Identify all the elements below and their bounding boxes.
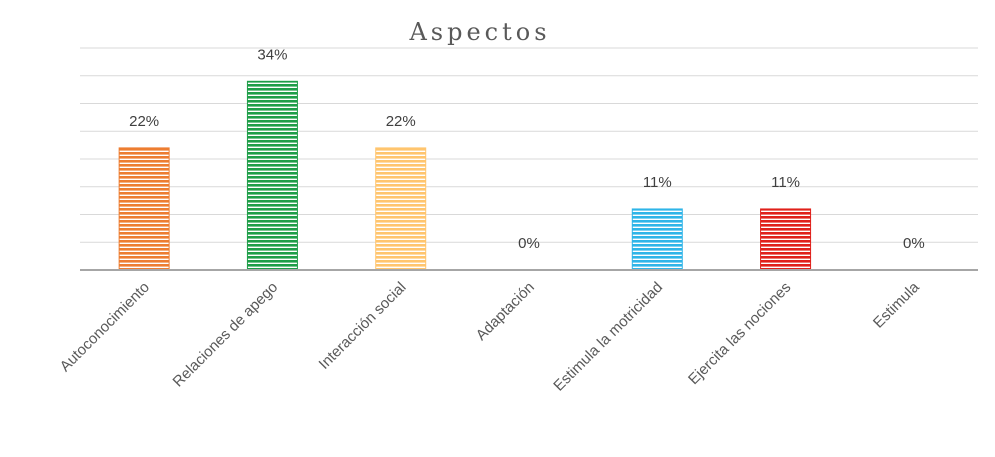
data-label: 22% [386,113,416,130]
category-label: Interacción social [316,279,410,373]
data-label: 22% [129,113,159,130]
category-label: Autoconocimiento [57,279,153,375]
data-labels: 22% 34% 22% 0% 11% 11% 0% [129,46,925,252]
bar-3 [375,147,427,271]
data-label: 11% [643,174,672,191]
bar-2 [246,80,298,271]
category-label: Estimula la motricidad [550,279,666,395]
data-label: 0% [903,235,925,252]
category-label: Relaciones de apego [170,279,282,391]
gridlines [80,47,978,243]
data-label: 34% [257,46,287,63]
bar-6 [760,208,812,271]
bar-1 [118,147,170,271]
chart-title: Aspectos [408,18,550,46]
category-labels: Autoconocimiento Relaciones de apego Inter… [57,278,924,394]
category-label: Ejercita las nociones [685,279,794,388]
data-label: 11% [771,174,800,191]
bars [118,80,812,271]
bar-5 [631,208,683,271]
category-label: Estimula [870,278,923,331]
data-label: 0% [518,235,540,252]
category-label: Adaptación [473,279,538,344]
